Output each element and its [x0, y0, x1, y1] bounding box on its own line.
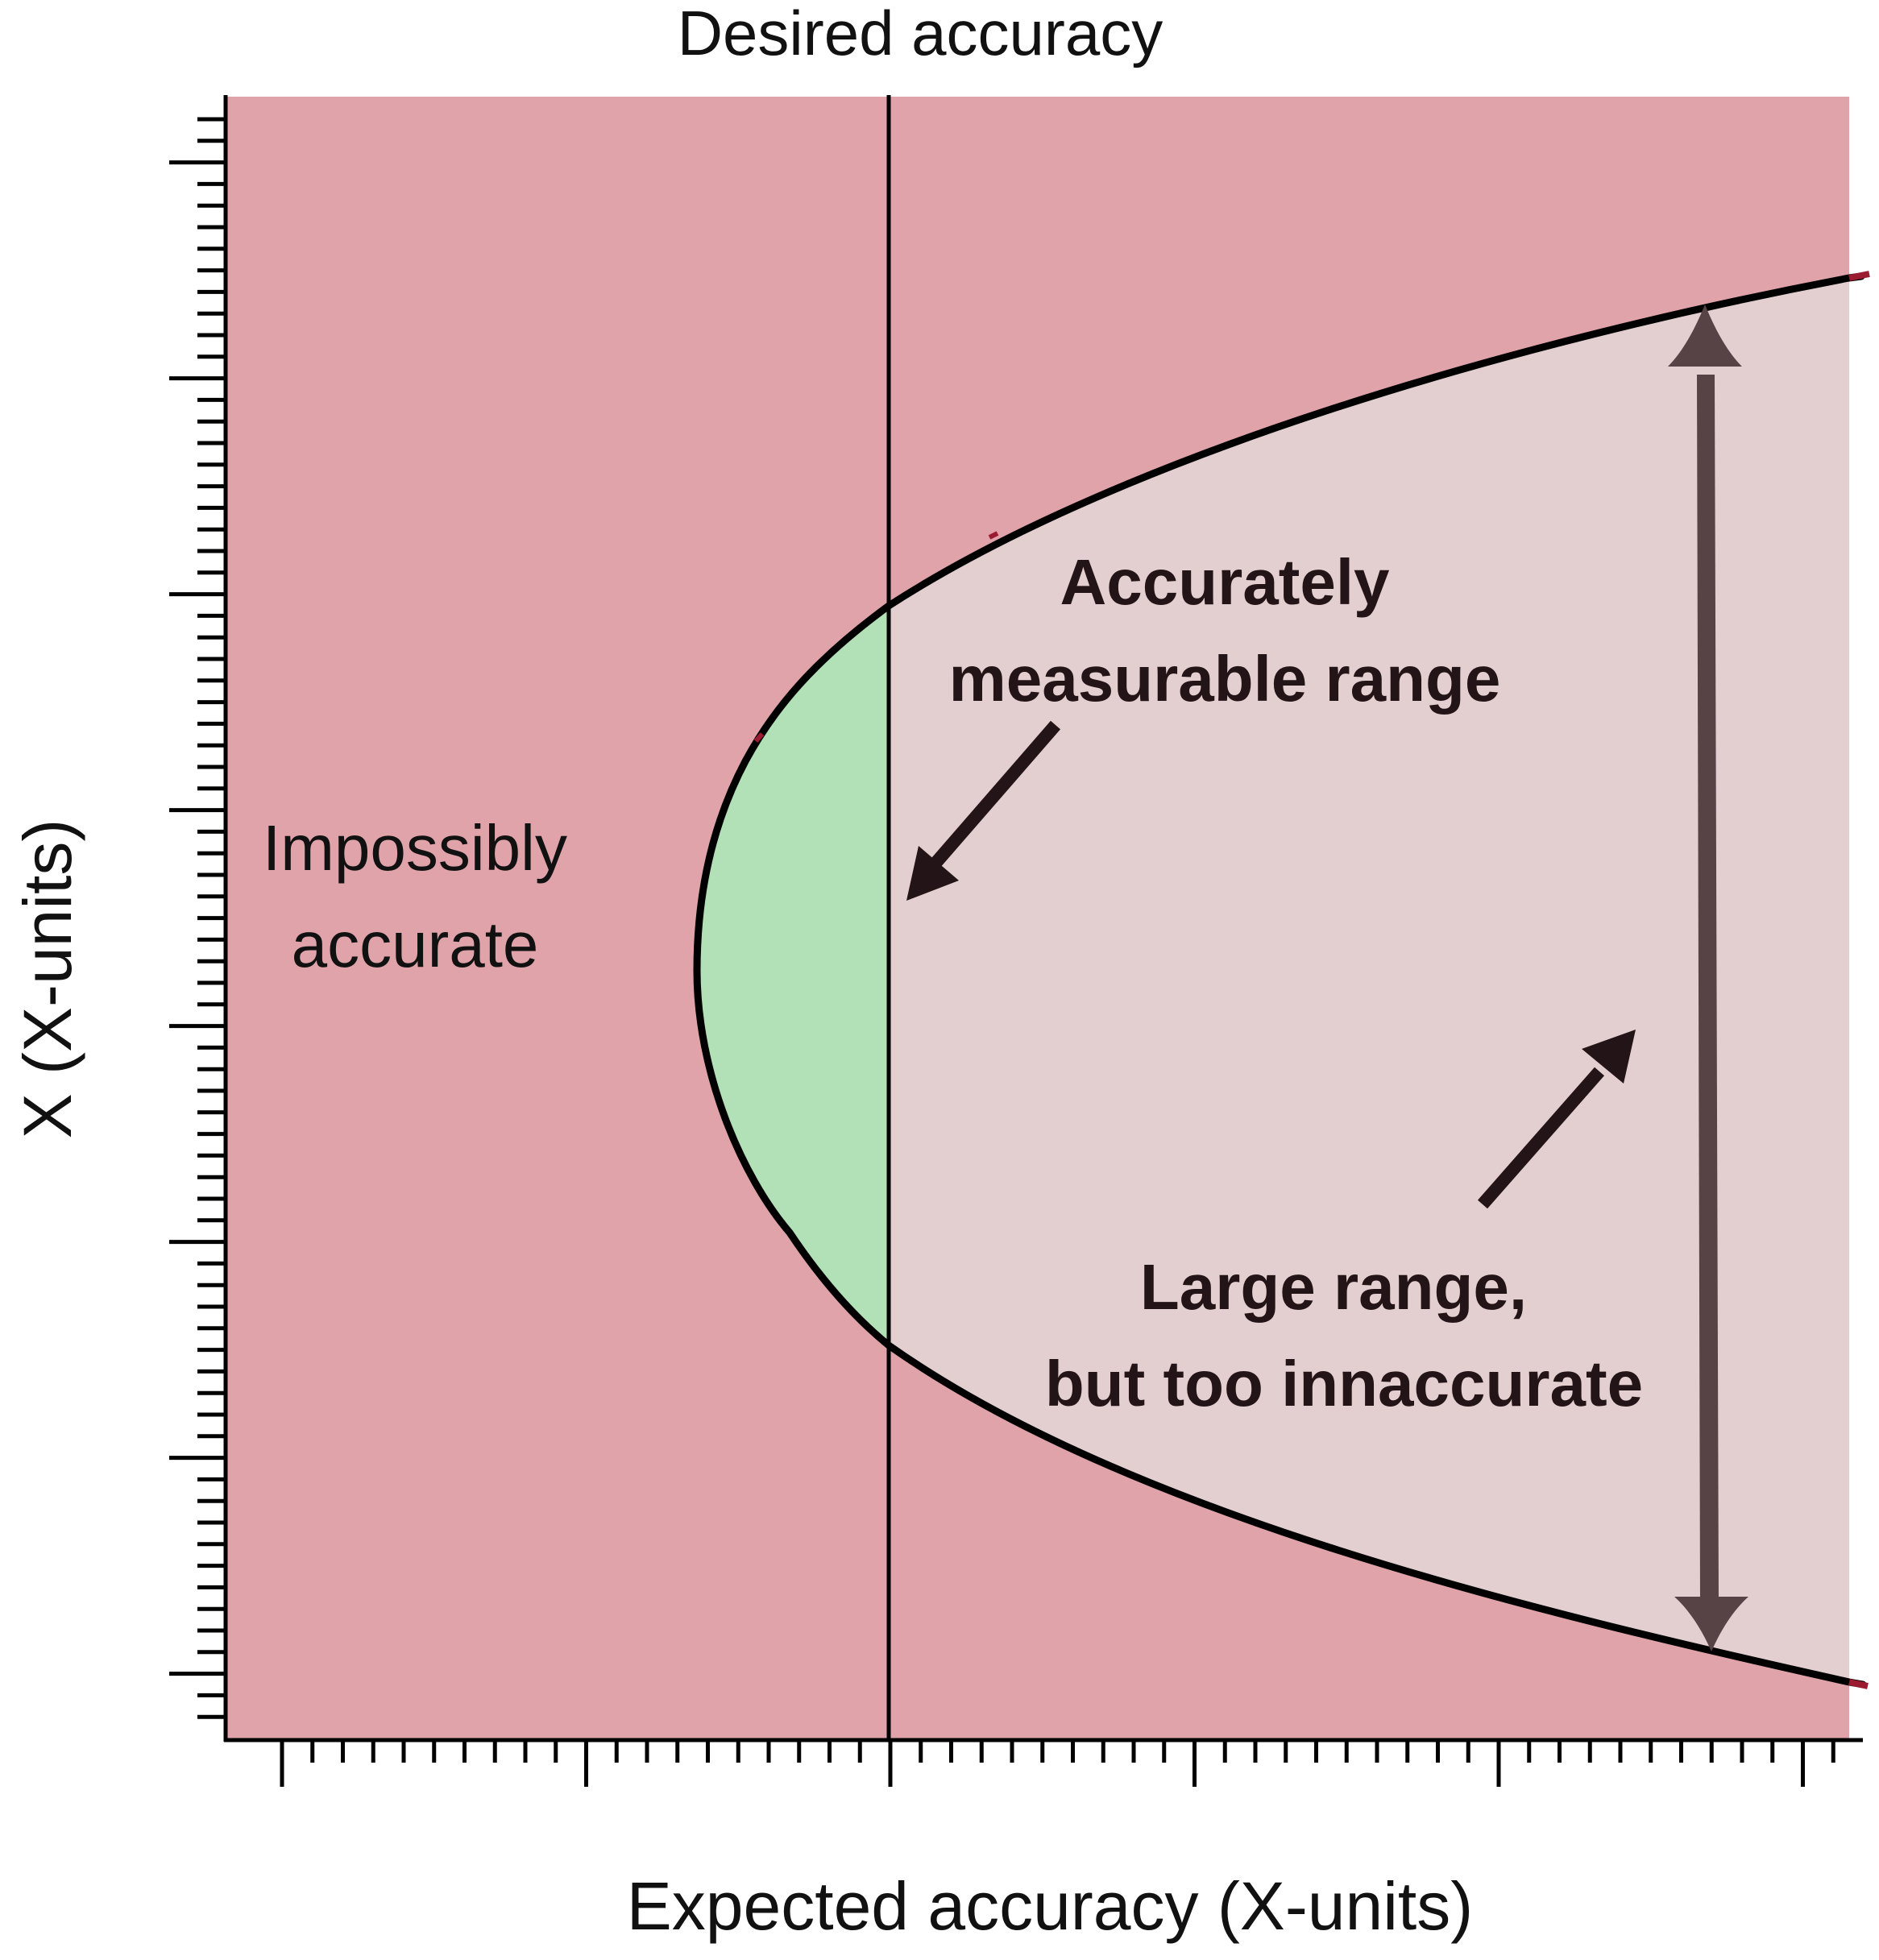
large-range-pointer-arrow	[1477, 1030, 1636, 1209]
curve-accent-mark	[1848, 271, 1870, 281]
curve-accent-mark	[753, 732, 765, 743]
measurable-label-line1: Accurately	[1060, 546, 1390, 618]
measurable-pointer-arrow	[906, 720, 1061, 901]
x-axis-ticks	[280, 1740, 1835, 1787]
y-axis-label: X (X-units)	[10, 819, 85, 1139]
y-axis-ticks	[169, 117, 226, 1719]
accuracy-curve	[693, 272, 1867, 1689]
curve-accent-mark	[1848, 1679, 1869, 1689]
measurable-label-line2: measurable range	[949, 643, 1501, 715]
range-double-arrow	[1668, 305, 1748, 1651]
large-range-label-line2: but too innaccurate	[1045, 1348, 1643, 1419]
large-range-label-line1: Large range,	[1140, 1251, 1527, 1323]
impossible-label-line2: accurate	[292, 909, 539, 980]
impossible-label-line1: Impossibly	[263, 812, 567, 884]
x-axis-label: Expected accuracy (X-units)	[627, 1868, 1473, 1944]
curve-accent-mark	[988, 531, 999, 540]
desired-accuracy-label: Desired accuracy	[678, 0, 1163, 68]
large-range-region	[889, 278, 1849, 1682]
